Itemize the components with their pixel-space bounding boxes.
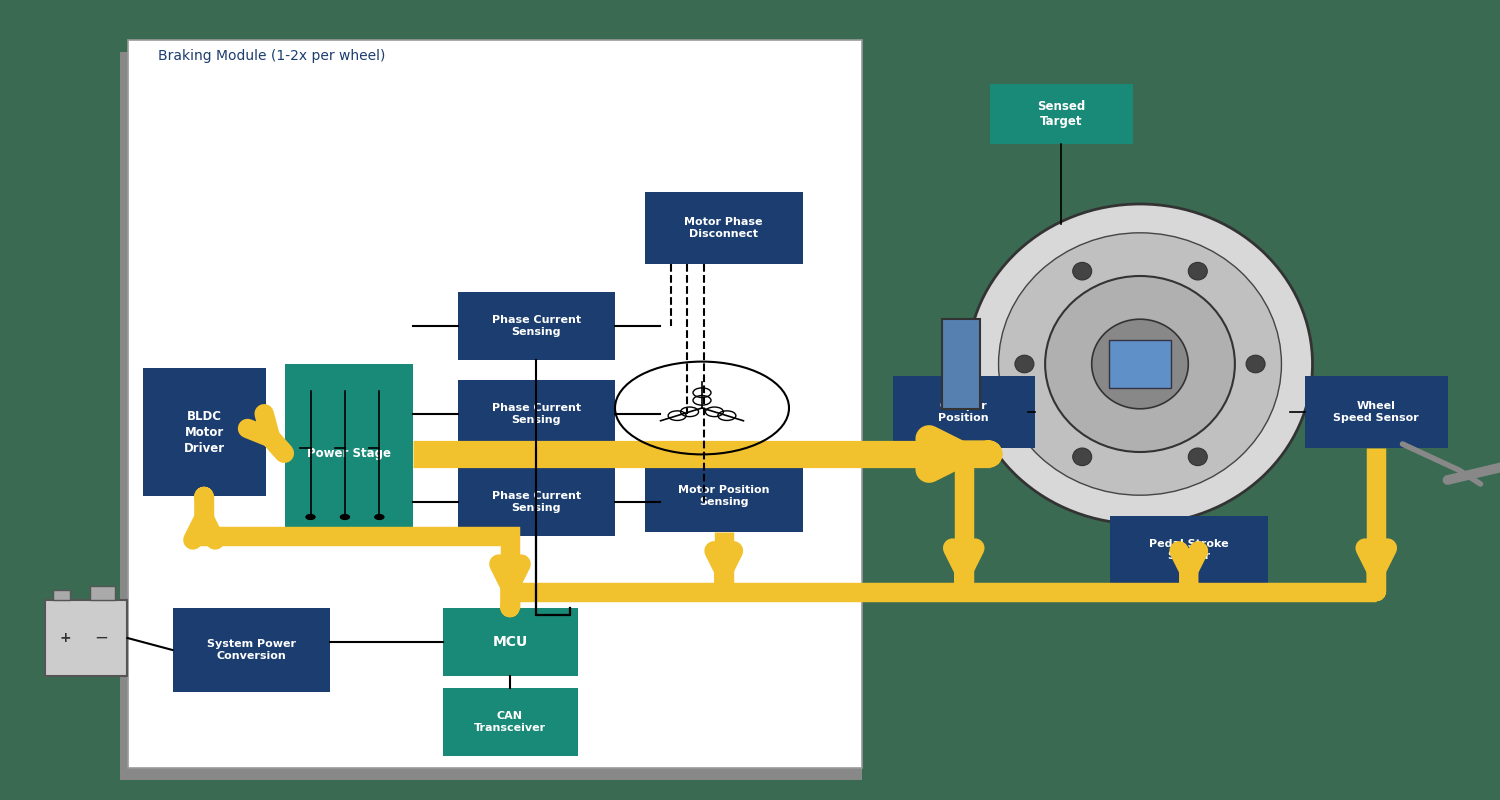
Circle shape: [340, 514, 350, 519]
Text: +: +: [60, 631, 72, 645]
FancyBboxPatch shape: [942, 319, 980, 409]
FancyBboxPatch shape: [142, 368, 266, 496]
Ellipse shape: [1246, 355, 1264, 373]
FancyBboxPatch shape: [645, 460, 802, 532]
FancyBboxPatch shape: [90, 586, 116, 600]
Text: Phase Current
Sensing: Phase Current Sensing: [492, 490, 580, 514]
Ellipse shape: [1016, 355, 1034, 373]
Text: CAN
Transceiver: CAN Transceiver: [474, 710, 546, 733]
Text: Motor Phase
Disconnect: Motor Phase Disconnect: [684, 217, 764, 239]
Circle shape: [375, 514, 384, 519]
Text: Wheel
Speed Sensor: Wheel Speed Sensor: [1334, 401, 1419, 423]
Ellipse shape: [1046, 276, 1234, 452]
FancyBboxPatch shape: [990, 84, 1132, 144]
Text: Motor Position
Sensing: Motor Position Sensing: [678, 485, 770, 507]
Text: −: −: [94, 629, 108, 647]
FancyBboxPatch shape: [128, 40, 862, 768]
FancyBboxPatch shape: [54, 590, 69, 600]
FancyBboxPatch shape: [1305, 376, 1448, 448]
Ellipse shape: [1072, 262, 1092, 280]
Text: BLDC
Motor
Driver: BLDC Motor Driver: [183, 410, 225, 454]
FancyBboxPatch shape: [458, 380, 615, 448]
FancyBboxPatch shape: [442, 608, 578, 676]
FancyBboxPatch shape: [645, 192, 802, 264]
FancyBboxPatch shape: [285, 364, 412, 544]
Text: Pedal Stroke
Sensor: Pedal Stroke Sensor: [1149, 539, 1228, 562]
FancyBboxPatch shape: [1108, 340, 1172, 388]
Text: Braking Module (1-2x per wheel): Braking Module (1-2x per wheel): [158, 49, 386, 63]
FancyBboxPatch shape: [172, 608, 330, 692]
FancyBboxPatch shape: [45, 600, 128, 676]
FancyBboxPatch shape: [120, 52, 862, 780]
FancyBboxPatch shape: [442, 688, 578, 756]
FancyBboxPatch shape: [458, 292, 615, 360]
Circle shape: [306, 514, 315, 519]
FancyBboxPatch shape: [458, 468, 615, 536]
Ellipse shape: [1072, 448, 1092, 466]
Text: Sensed
Target: Sensed Target: [1036, 99, 1086, 129]
Text: System Power
Conversion: System Power Conversion: [207, 638, 296, 661]
Text: MCU: MCU: [492, 635, 528, 649]
Ellipse shape: [1188, 262, 1208, 280]
Ellipse shape: [1092, 319, 1188, 409]
Text: Phase Current
Sensing: Phase Current Sensing: [492, 314, 580, 338]
Text: Phase Current
Sensing: Phase Current Sensing: [492, 403, 580, 426]
Text: Calliper
Position: Calliper Position: [939, 401, 988, 423]
FancyBboxPatch shape: [1110, 516, 1268, 584]
Ellipse shape: [1188, 448, 1208, 466]
Ellipse shape: [968, 204, 1312, 524]
FancyBboxPatch shape: [892, 376, 1035, 448]
Ellipse shape: [999, 233, 1281, 495]
Text: Power Stage: Power Stage: [306, 447, 390, 461]
Ellipse shape: [1119, 345, 1161, 383]
